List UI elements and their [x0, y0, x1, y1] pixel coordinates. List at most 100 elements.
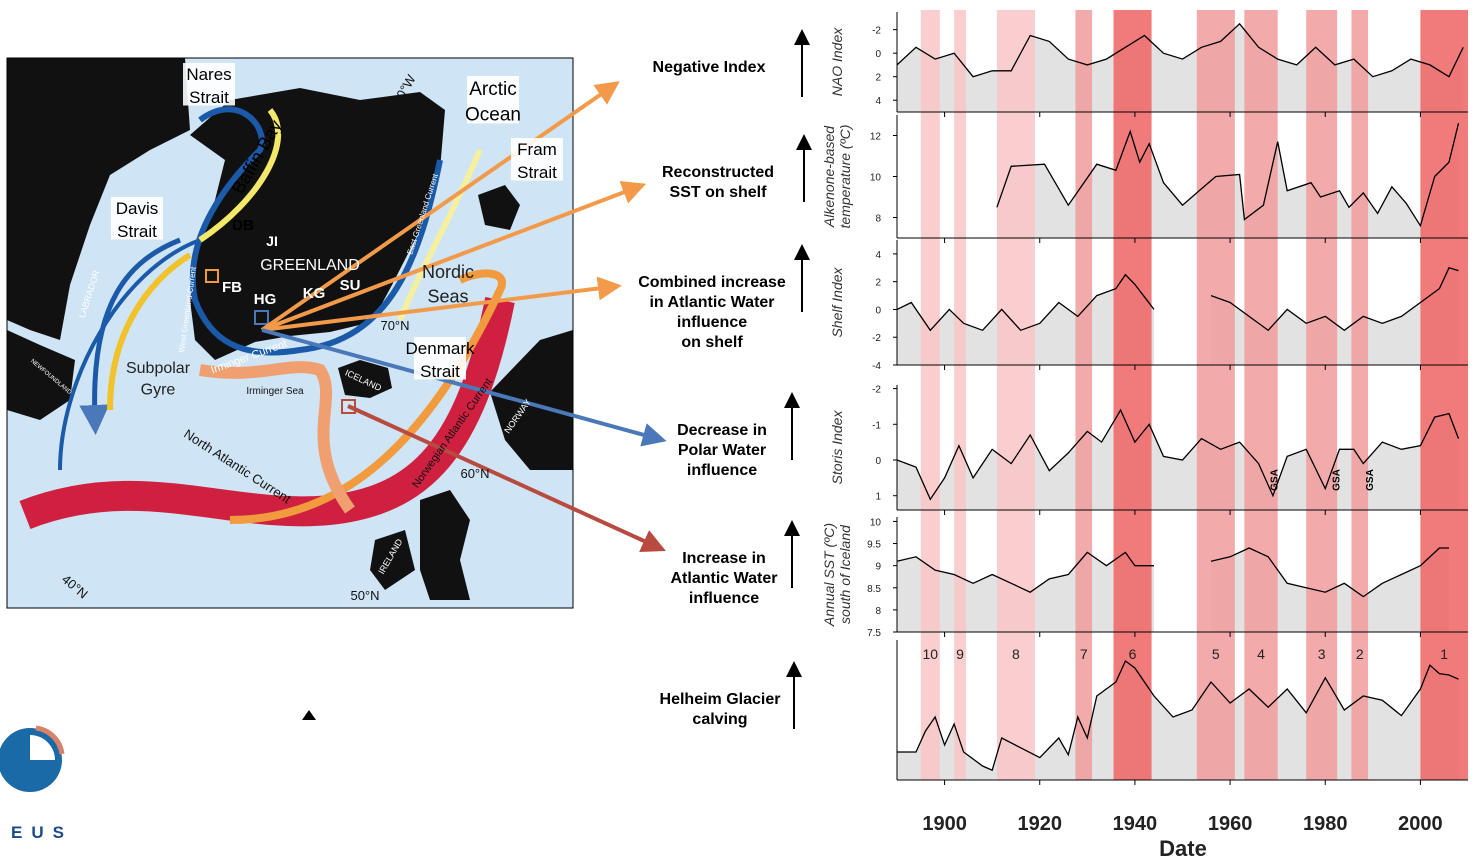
note-line: on shelf	[681, 334, 743, 351]
cursor-marker	[302, 710, 316, 720]
british-isles	[370, 490, 470, 600]
y-tick-label: -2	[872, 26, 881, 37]
site-hg	[254, 310, 269, 325]
arrow	[261, 181, 647, 332]
map-label-line: Subpolar	[126, 360, 191, 377]
map-label-line: Denmark	[406, 339, 475, 358]
note-line: influence	[687, 462, 757, 479]
map-label-line: GREENLAND	[260, 257, 360, 274]
y-tick-label: 10	[870, 173, 882, 184]
period-band	[920, 10, 940, 780]
map-label: KG	[303, 285, 326, 302]
land	[7, 58, 190, 340]
area	[897, 661, 1459, 780]
map-label-line: Fram	[517, 140, 557, 159]
arrow	[347, 404, 666, 552]
note-line: Helheim Glacier	[660, 691, 781, 708]
period-label: 10	[923, 646, 939, 662]
iceland	[338, 360, 392, 398]
x-tick-label: 1980	[1303, 813, 1348, 835]
note: Helheim Glacier calving	[660, 691, 781, 728]
y-tick-label: 2	[875, 73, 881, 84]
map-label-line: Ocean	[465, 105, 521, 126]
y-tick-label: 1	[875, 492, 881, 503]
note: Reconstructed SST on shelf	[662, 164, 774, 201]
period-label: 1	[1440, 646, 1448, 662]
period-label: 7	[1080, 646, 1088, 662]
y-tick-label: 9	[875, 562, 881, 573]
y-axis-label-line: temperature (ºC)	[837, 125, 853, 229]
series-line	[1210, 267, 1459, 332]
period-label: 4	[1257, 646, 1265, 662]
annotation: GSA	[1270, 469, 1281, 491]
map-label-line: Strait	[117, 222, 157, 241]
note-line: Decrease in	[677, 422, 767, 439]
norwegian-current	[229, 269, 506, 524]
arrow	[261, 276, 622, 332]
note-line: Negative Index	[653, 59, 766, 76]
map-label: Irminger Sea	[246, 386, 304, 397]
period-band	[996, 10, 1035, 780]
label-box	[414, 337, 466, 380]
periods	[920, 10, 1468, 780]
logo-cut	[30, 735, 55, 760]
y-axis-label: Storis Index	[829, 410, 845, 485]
y-tick-label: 8	[875, 214, 881, 225]
arrow	[260, 81, 620, 332]
y-tick-label: 7.5	[867, 628, 881, 639]
x-tick-label: 1940	[1113, 813, 1158, 835]
site-fb	[205, 269, 219, 283]
y-tick-label: -1	[872, 420, 881, 431]
series-line	[896, 551, 1154, 593]
note-line: SST on shelf	[670, 184, 768, 201]
period-band	[1113, 10, 1152, 780]
note-line: influence	[677, 314, 747, 331]
map-label: JI	[266, 233, 278, 249]
series-line	[896, 273, 1155, 332]
note-line: Reconstructed	[662, 164, 774, 181]
y-tick-label: 4	[875, 96, 881, 107]
note-line: influence	[689, 590, 759, 607]
series-line	[996, 123, 1460, 228]
irminger-current	[199, 361, 355, 514]
period-band	[1351, 10, 1369, 780]
map-label: Fram Strait	[517, 140, 557, 182]
note-line: Increase in	[682, 550, 766, 567]
norway	[490, 330, 573, 470]
series-line	[896, 408, 1460, 501]
map-label: Arctic Ocean	[465, 79, 521, 126]
map-label-line: Strait	[420, 362, 460, 381]
map-label: Nares Strait	[186, 65, 231, 107]
period-label: 2	[1356, 646, 1364, 662]
baffin-current	[198, 108, 282, 243]
map-label-line: 50°N	[350, 588, 379, 603]
y-axis-label-line: Storis Index	[829, 410, 845, 485]
map	[7, 58, 573, 608]
y-tick-label: 12	[870, 132, 882, 143]
period-band	[1075, 10, 1093, 780]
map-label-line: Strait	[517, 163, 557, 182]
map-label-line: 70°N	[380, 318, 409, 333]
map-label-line: 60°N	[460, 466, 489, 481]
map-label-line: Nordic	[422, 262, 474, 282]
y-axis-label-line: Shelf Index	[829, 266, 845, 337]
y-tick-label: -2	[872, 385, 881, 396]
north-atlantic-current	[19, 297, 515, 530]
y-tick-label: 10	[870, 517, 882, 528]
note: Decrease in Polar Water influence	[677, 422, 767, 479]
period-band	[1196, 10, 1235, 780]
map-label: 70°N	[380, 318, 409, 333]
note-line: Polar Water	[678, 442, 766, 459]
area	[897, 410, 1459, 510]
note-line: in Atlantic Water	[649, 294, 774, 311]
map-label: DB	[232, 217, 254, 234]
west-current	[107, 252, 192, 411]
map-label: SU	[340, 277, 361, 294]
area	[897, 23, 1464, 112]
y-tick-label: -2	[872, 333, 881, 344]
y-tick-label: 9.5	[867, 540, 881, 551]
map-label: 60°N	[460, 466, 489, 481]
map-label-line: HG	[254, 291, 277, 308]
